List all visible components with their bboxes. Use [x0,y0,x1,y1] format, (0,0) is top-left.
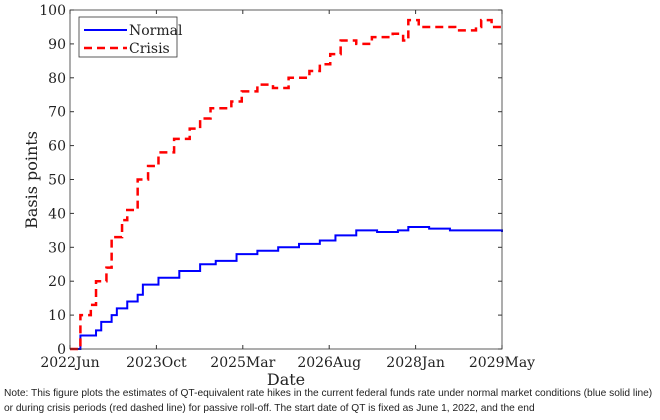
x-tick-label: 2026Aug [297,355,361,371]
y-tick-label: 60 [48,139,66,155]
chart: 0 10 20 30 40 50 60 70 80 90 100 2022Jun 2023Oct 2025… [22,3,535,385]
legend-normal-label: Normal [129,23,183,39]
x-tick-label: 2023Oct [126,355,187,371]
x-tick-label: 2025Mar [210,355,275,371]
x-axis-label: Date [267,370,305,385]
x-tick-label: 2028Jan [386,355,445,371]
y-tick-label: 70 [48,105,66,121]
x-tick-label: 2029May [469,355,535,371]
y-tick-label: 30 [48,240,66,256]
legend-crisis-label: Crisis [129,41,170,57]
series-line-normal [70,225,503,350]
plot-frame [69,9,503,350]
series-line-crisis [70,18,502,351]
x-tick-label: 2022Jun [40,355,99,371]
y-tick-label: 80 [48,71,66,87]
figure-note: Note: This figure plots the estimates of… [4,388,653,414]
legend: Normal Crisis [78,16,183,58]
y-tick-label: 90 [48,37,66,53]
y-tick-label: 40 [48,206,66,222]
y-axis-label: Basis points [22,131,41,229]
y-tick-label: 100 [39,3,66,19]
y-tick-label: 20 [48,274,66,290]
y-tick-label: 10 [48,308,66,324]
y-tick-label: 0 [57,342,66,358]
y-tick-label: 50 [48,173,66,189]
